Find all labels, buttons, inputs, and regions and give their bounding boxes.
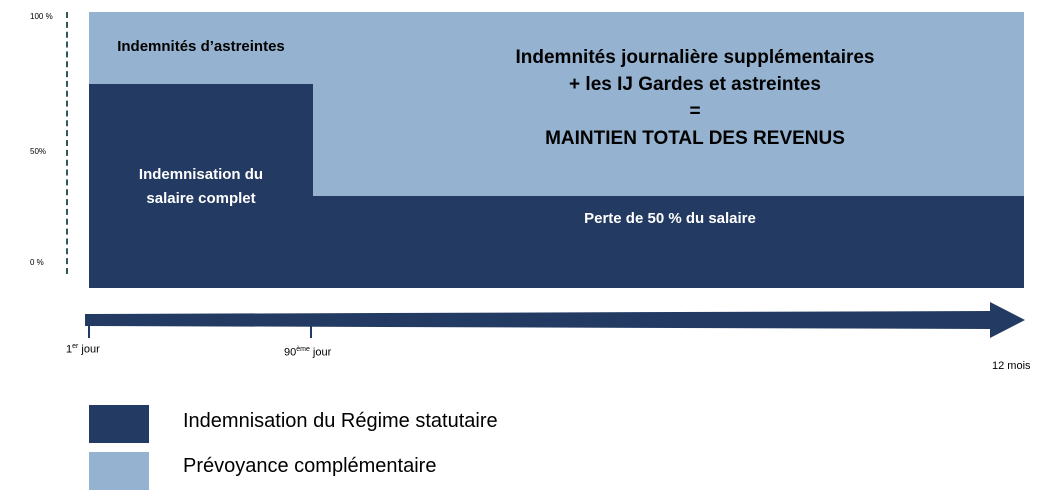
ij-label: Indemnités journalière supplémentaires +… [400,44,990,152]
salaire-complet-block [89,84,313,288]
ij-line1: Indemnités journalière supplémentaires [515,47,875,68]
timeline-arrow-shape [85,302,1025,338]
y-tick-50: 50% [30,147,47,156]
legend-swatch-regime [89,405,149,443]
salaire-complet-line1: Indemnisation du [138,166,264,183]
legend-label-regime: Indemnisation du Régime statutaire [183,410,498,432]
tick-90 [310,322,312,338]
ij-line2: + les IJ Gardes et astreintes [569,74,821,95]
label-90: 90ème jour [284,346,332,359]
salaire-complet-line2: salaire complet [146,190,256,207]
legend-swatch-prevoyance [89,452,149,490]
tick-start [88,322,90,338]
ij-line4: MAINTIEN TOTAL DES REVENUS [545,128,845,149]
legend-label-prevoyance: Prévoyance complémentaire [183,455,437,477]
ij-line3: = [689,101,701,122]
astreintes-label: Indemnités d’astreintes [117,38,285,55]
perte-salaire-block [313,196,1024,288]
label-end: 12 mois [992,360,1031,372]
y-tick-0: 0 % [30,258,44,267]
perte-label: Perte de 50 % du salaire [584,210,756,227]
salaire-complet-label: Indemnisation du salaire complet [89,163,313,211]
y-axis-dashed-line [66,12,68,274]
label-start: 1er jour [66,343,100,356]
timeline-arrow [85,302,1025,338]
y-tick-100: 100 % [30,12,53,21]
